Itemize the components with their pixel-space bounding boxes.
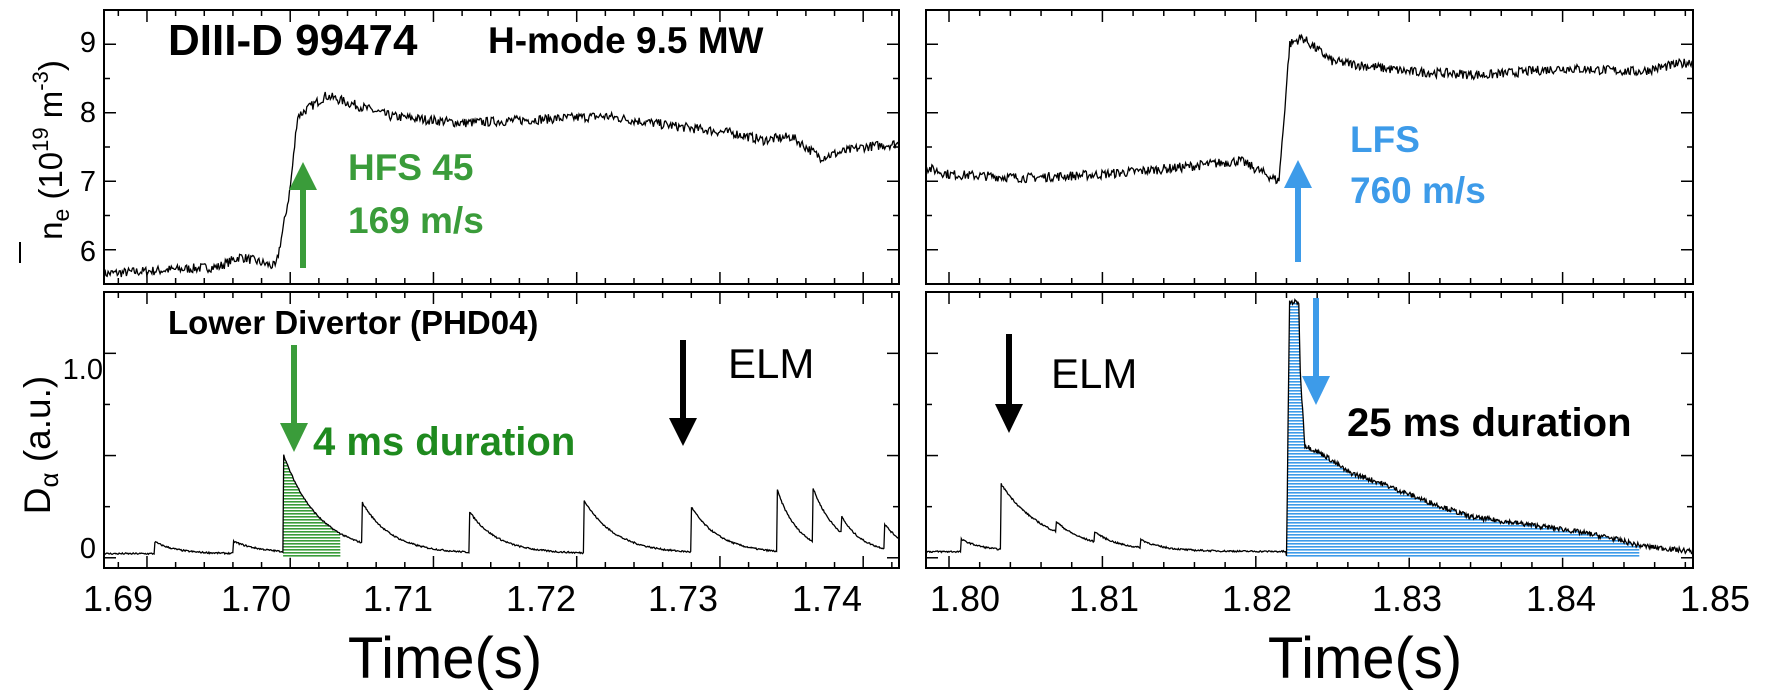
xtick-label-1-73: 1.73 [648, 578, 718, 619]
xtick-label-1-83: 1.83 [1372, 578, 1442, 619]
lfs-burst-duration-fill [1286, 299, 1640, 558]
ytick-label-bottom-0: 0 [80, 533, 96, 565]
elm-arrow-left-icon [669, 418, 697, 446]
duration-right-label: 25 ms duration [1347, 401, 1632, 445]
lfs-label-line1: LFS [1350, 119, 1420, 160]
ytick-label-bottom-1: 1.0 [63, 354, 103, 386]
lfs-label-line2: 760 m/s [1350, 170, 1486, 211]
lfs-arrow-up-icon [1284, 160, 1312, 188]
xtick-label-1-70: 1.70 [221, 578, 291, 619]
shot-subtitle: H-mode 9.5 MW [488, 20, 764, 61]
xtick-label-1-81: 1.81 [1069, 578, 1139, 619]
y-top-units-m: m [32, 91, 69, 128]
trace-layer [103, 33, 1694, 557]
density-trace-top-right [925, 33, 1694, 185]
y-top-symbol: n [32, 222, 69, 240]
ytick-label-top-9: 9 [80, 27, 96, 59]
panel-frame-top-right [925, 9, 1694, 285]
y-top-units-open: (10 [32, 152, 69, 209]
xtick-label-1-69: 1.69 [83, 578, 153, 619]
dalpha-trace-bottom-left [103, 454, 900, 556]
divertor-label: Lower Divertor (PHD04) [168, 304, 538, 341]
y-axis-label-bottom: Dα (a.u.) [17, 376, 64, 514]
hfs-elm-duration-fill [283, 454, 341, 558]
shot-title: DIII-D 99474 [168, 16, 418, 65]
duration-left-label: 4 ms duration [313, 420, 575, 464]
hfs-arrow-up-icon [289, 162, 317, 190]
xtick-label-1-72: 1.72 [506, 578, 576, 619]
ytick-label-top-8: 8 [80, 97, 96, 129]
y-bottom-symbol: D [17, 487, 58, 514]
xtick-label-1-85: 1.85 [1680, 578, 1750, 619]
elm-label-left: ELM [728, 340, 814, 387]
dalpha-trace-bottom-right [925, 298, 1694, 557]
ticks-layer [104, 9, 1693, 568]
xtick-label-1-82: 1.82 [1222, 578, 1292, 619]
x-axis-label-left: Time(s) [348, 626, 542, 690]
panel-frame-bottom-left [103, 291, 900, 569]
xtick-label-1-71: 1.71 [363, 578, 433, 619]
y-bottom-subscript: α [34, 472, 64, 487]
xtick-label-1-74: 1.74 [792, 578, 862, 619]
lfs-arrow-down-icon [1302, 376, 1330, 405]
density-trace-top-left [103, 91, 900, 279]
xtick-label-1-80: 1.80 [930, 578, 1000, 619]
y-top-units-exp2: -3 [28, 71, 53, 91]
elm-arrow-right-icon [995, 404, 1023, 433]
fill-layer [283, 299, 1640, 558]
y-bottom-units: (a.u.) [17, 376, 58, 473]
elm-label-right: ELM [1051, 350, 1137, 397]
hfs-label-line2: 169 m/s [348, 200, 484, 241]
y-top-units-exp: 19 [28, 127, 53, 151]
y-axis-label-top: ne (1019 m-3) [28, 60, 74, 240]
y-top-subscript: e [48, 209, 74, 222]
x-axis-label-right: Time(s) [1268, 626, 1462, 690]
ytick-label-top-6: 6 [80, 236, 96, 268]
hfs-label-line1: HFS 45 [348, 147, 473, 188]
y-top-units-close: ) [32, 60, 69, 71]
hfs-arrow-down-icon [280, 423, 308, 452]
xtick-label-1-84: 1.84 [1526, 578, 1596, 619]
panel-frame-bottom-right [925, 291, 1694, 569]
ytick-label-top-7: 7 [80, 166, 96, 198]
